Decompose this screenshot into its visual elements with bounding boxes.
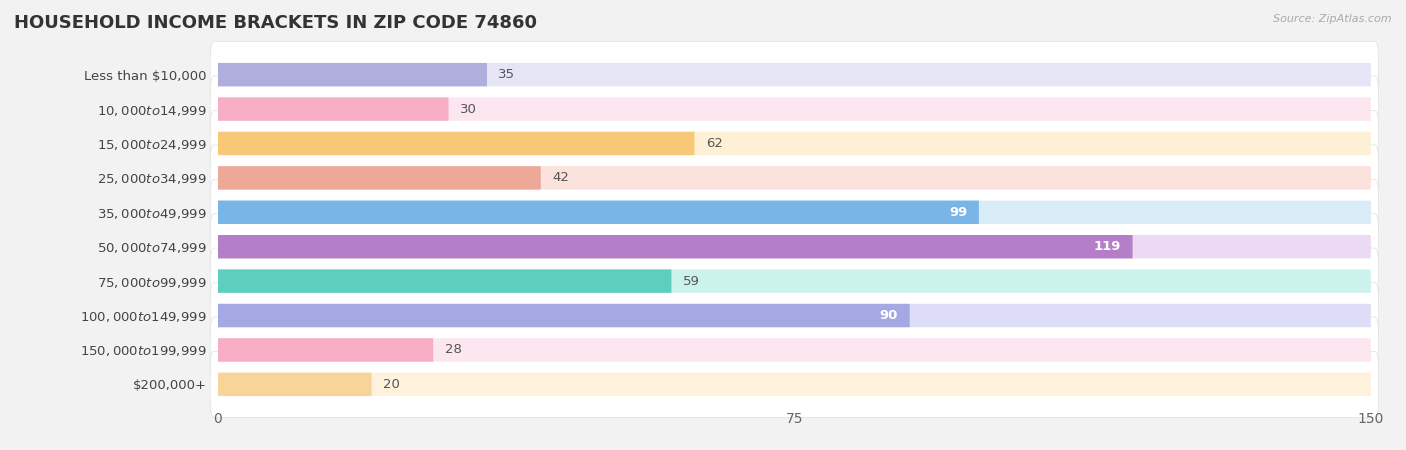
- FancyBboxPatch shape: [218, 304, 910, 327]
- Text: 28: 28: [444, 343, 461, 356]
- Text: 42: 42: [553, 171, 569, 184]
- FancyBboxPatch shape: [211, 248, 1378, 314]
- FancyBboxPatch shape: [218, 338, 1371, 362]
- FancyBboxPatch shape: [218, 132, 695, 155]
- FancyBboxPatch shape: [218, 235, 1133, 258]
- Text: 119: 119: [1094, 240, 1121, 253]
- FancyBboxPatch shape: [211, 283, 1378, 349]
- FancyBboxPatch shape: [211, 41, 1378, 108]
- FancyBboxPatch shape: [218, 97, 449, 121]
- Text: Source: ZipAtlas.com: Source: ZipAtlas.com: [1274, 14, 1392, 23]
- Text: 20: 20: [384, 378, 401, 391]
- FancyBboxPatch shape: [211, 179, 1378, 245]
- FancyBboxPatch shape: [218, 270, 1371, 293]
- Text: 99: 99: [949, 206, 967, 219]
- Text: 30: 30: [460, 103, 477, 116]
- FancyBboxPatch shape: [218, 166, 541, 189]
- Text: 59: 59: [683, 274, 700, 288]
- FancyBboxPatch shape: [218, 373, 1371, 396]
- FancyBboxPatch shape: [211, 351, 1378, 418]
- Text: HOUSEHOLD INCOME BRACKETS IN ZIP CODE 74860: HOUSEHOLD INCOME BRACKETS IN ZIP CODE 74…: [14, 14, 537, 32]
- FancyBboxPatch shape: [218, 97, 1371, 121]
- FancyBboxPatch shape: [218, 304, 1371, 327]
- FancyBboxPatch shape: [218, 63, 486, 86]
- FancyBboxPatch shape: [211, 214, 1378, 280]
- Text: 35: 35: [499, 68, 516, 81]
- Text: 90: 90: [880, 309, 898, 322]
- FancyBboxPatch shape: [218, 201, 979, 224]
- FancyBboxPatch shape: [218, 338, 433, 362]
- FancyBboxPatch shape: [211, 76, 1378, 142]
- FancyBboxPatch shape: [211, 145, 1378, 211]
- FancyBboxPatch shape: [218, 373, 371, 396]
- FancyBboxPatch shape: [218, 166, 1371, 189]
- FancyBboxPatch shape: [211, 317, 1378, 383]
- FancyBboxPatch shape: [218, 235, 1371, 258]
- FancyBboxPatch shape: [218, 270, 672, 293]
- FancyBboxPatch shape: [218, 63, 1371, 86]
- FancyBboxPatch shape: [218, 132, 1371, 155]
- FancyBboxPatch shape: [218, 201, 1371, 224]
- FancyBboxPatch shape: [211, 110, 1378, 176]
- Text: 62: 62: [706, 137, 723, 150]
